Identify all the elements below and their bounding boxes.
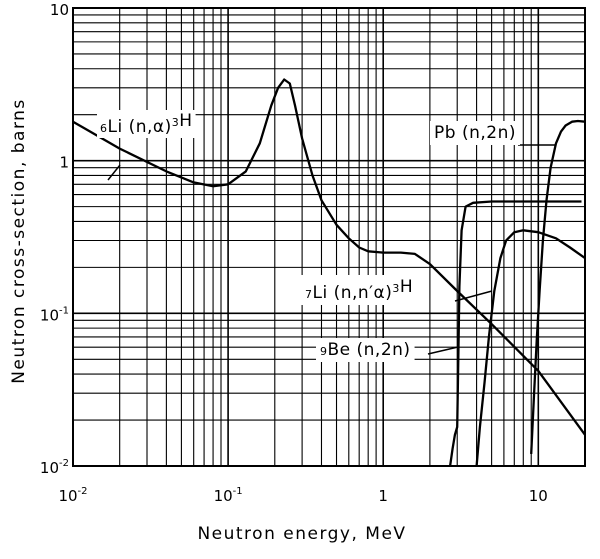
y-tick-label-2: 1 xyxy=(59,154,69,172)
y-tick-label-3: 10 xyxy=(50,1,69,19)
x-tick-label-3: 10 xyxy=(529,487,548,505)
series-group xyxy=(72,78,586,467)
series-label-bg-li7-n-nalpha xyxy=(301,275,418,305)
series-label-bg-pb-n-2n xyxy=(430,121,520,145)
x-tick-label-2: 1 xyxy=(378,487,388,505)
series-li7-n-nalpha-line xyxy=(475,229,586,467)
leader-lines xyxy=(107,144,556,355)
plot-frame xyxy=(72,7,586,467)
grid xyxy=(72,7,586,467)
series-label-li6-n-alpha: 6Li (n,α)3H xyxy=(100,111,193,137)
x-tick-label-0: 10-2 xyxy=(58,486,87,505)
series-leader-be9-n-2n xyxy=(427,346,459,355)
series-label-bg-be9-n-2n xyxy=(316,338,415,362)
series-label-pb-n-2n: Pb (n,2n) xyxy=(434,123,516,143)
series-leader-li7-n-nalpha xyxy=(454,290,493,302)
tick-labels: 10-2 10-1 1 10 10-2 10-1 1 10 xyxy=(40,1,548,505)
y-axis-label: Neutron cross-section, barns xyxy=(9,98,29,384)
y-tick-label-0: 10-2 xyxy=(40,458,69,477)
series-be9-n-2n-line xyxy=(448,200,582,467)
y-tick-label-1: 10-1 xyxy=(40,305,69,324)
x-tick-label-1: 10-1 xyxy=(214,486,243,505)
series-labels: 6Li (n,α)3H Pb (n,2n) 7Li (n,n′α)3H 9Be (n,… xyxy=(97,110,520,362)
series-pb-n-2n-line xyxy=(530,119,586,454)
series-li6-n-alpha-line xyxy=(72,78,586,436)
series-label-bg-li6-n-alpha xyxy=(97,110,196,138)
x-axis-label: Neutron energy, MeV xyxy=(197,524,406,544)
series-leader-li6-n-alpha xyxy=(107,164,121,181)
series-label-li7-n-nalpha: 7Li (n,n′α)3H xyxy=(305,277,413,303)
series-label-be9-n-2n: 9Be (n,2n) xyxy=(320,340,411,360)
